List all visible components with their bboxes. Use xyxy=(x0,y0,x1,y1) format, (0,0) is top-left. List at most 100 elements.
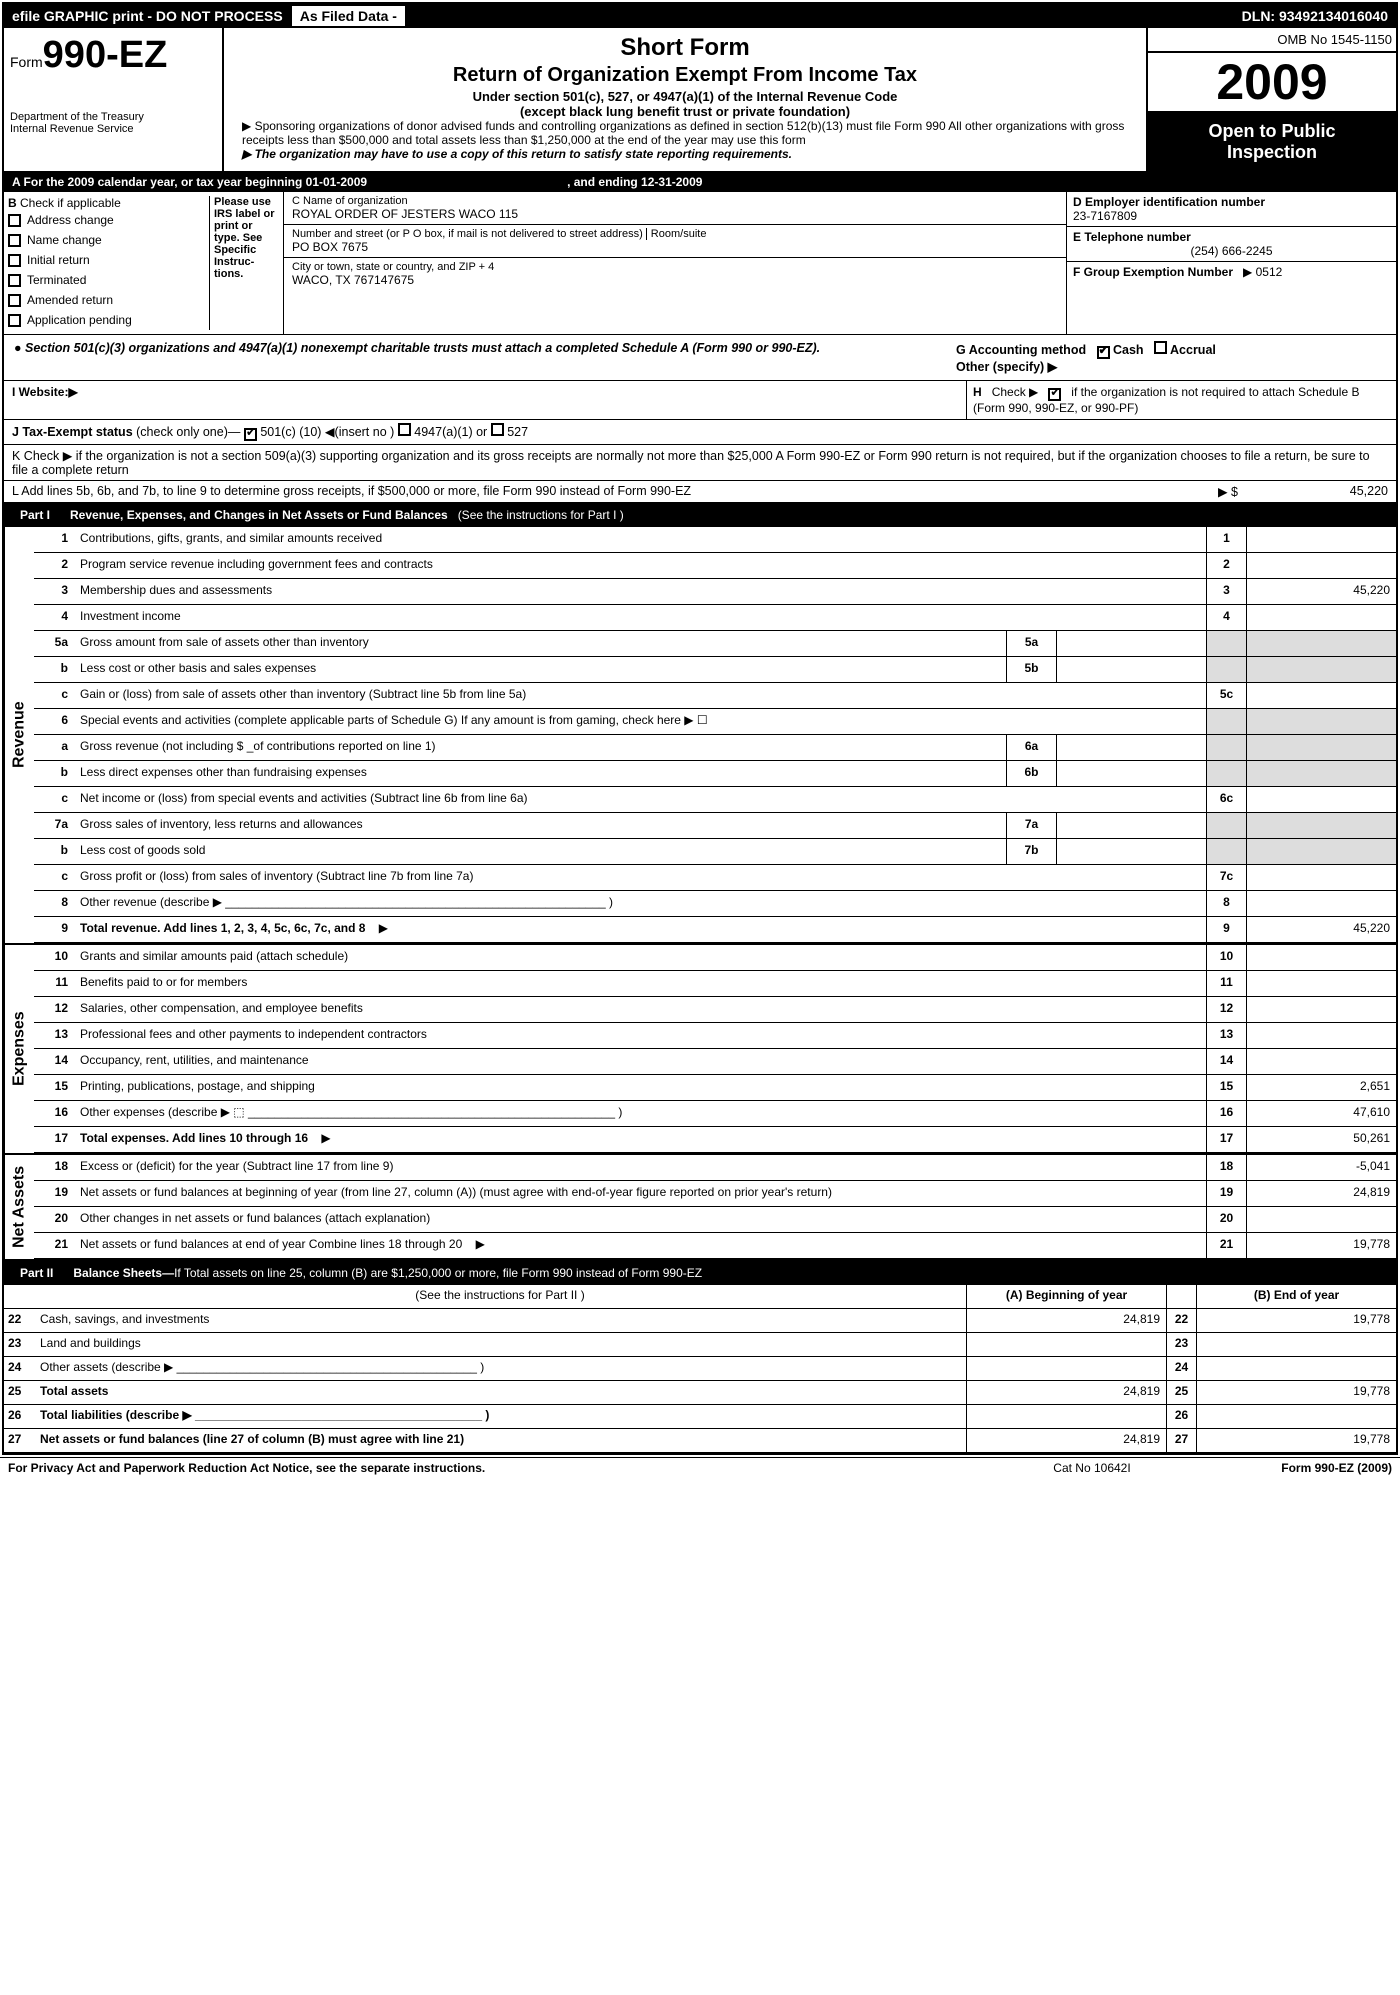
form-line: cNet income or (loss) from special event… xyxy=(34,787,1396,813)
street: PO BOX 7675 xyxy=(292,240,1058,254)
checkbox[interactable] xyxy=(8,214,21,227)
form-line: 16Other expenses (describe ▶ ⬚ _________… xyxy=(34,1101,1396,1127)
j-527-checkbox[interactable] xyxy=(491,423,504,436)
line-k: K Check ▶ if the organization is not a s… xyxy=(4,445,1396,481)
form-line: 12Salaries, other compensation, and empl… xyxy=(34,997,1396,1023)
balance-row: 24Other assets (describe ▶ _____________… xyxy=(4,1357,1396,1381)
form-number: 990-EZ xyxy=(43,34,168,76)
box-def: D Employer identification number 23-7167… xyxy=(1066,192,1396,334)
check-item: Application pending xyxy=(8,310,209,330)
form-line: 19Net assets or fund balances at beginni… xyxy=(34,1181,1396,1207)
form-line: bLess cost or other basis and sales expe… xyxy=(34,657,1396,683)
form-line: 13Professional fees and other payments t… xyxy=(34,1023,1396,1049)
netassets-table: Net Assets 18Excess or (deficit) for the… xyxy=(4,1155,1396,1261)
header-right: OMB No 1545-1150 2009 Open to Public Ins… xyxy=(1146,28,1396,171)
checkbox[interactable] xyxy=(8,274,21,287)
note1: ▶ Sponsoring organizations of donor advi… xyxy=(232,119,1138,147)
form-line: 2Program service revenue including gover… xyxy=(34,553,1396,579)
section-bcdef: B Check if applicable Address changeName… xyxy=(4,192,1396,335)
line-j: J Tax-Exempt status (check only one)— 50… xyxy=(4,420,1396,445)
check-item: Initial return xyxy=(8,250,209,270)
h-checkbox[interactable] xyxy=(1048,388,1061,401)
form-line: 14Occupancy, rent, utilities, and mainte… xyxy=(34,1049,1396,1075)
part1-header: Part I Revenue, Expenses, and Changes in… xyxy=(4,503,1396,527)
form-line: 1Contributions, gifts, grants, and simil… xyxy=(34,527,1396,553)
box-b: B Check if applicable Address changeName… xyxy=(4,192,284,334)
sec501-row: ● Section 501(c)(3) organizations and 49… xyxy=(4,335,1396,381)
accrual-checkbox[interactable] xyxy=(1154,341,1167,354)
form-line: 18Excess or (deficit) for the year (Subt… xyxy=(34,1155,1396,1181)
j-4947-checkbox[interactable] xyxy=(398,423,411,436)
balance-table: (See the instructions for Part II ) (A) … xyxy=(4,1285,1396,1453)
j-501c-checkbox[interactable] xyxy=(244,428,257,441)
phone: (254) 666-2245 xyxy=(1073,244,1390,258)
form-prefix: Form xyxy=(10,54,43,70)
note2: ▶ The organization may have to use a cop… xyxy=(232,147,1138,161)
ein: 23-7167809 xyxy=(1073,209,1390,223)
check-item: Terminated xyxy=(8,270,209,290)
checkbox[interactable] xyxy=(8,294,21,307)
form-line: 21Net assets or fund balances at end of … xyxy=(34,1233,1396,1259)
form-line: 15Printing, publications, postage, and s… xyxy=(34,1075,1396,1101)
revenue-side: Revenue xyxy=(4,527,34,943)
website: I Website:▶ xyxy=(4,381,966,419)
header-center: Short Form Return of Organization Exempt… xyxy=(224,28,1146,171)
header-row: Form990-EZ Department of the Treasury In… xyxy=(4,28,1396,173)
dept1: Department of the Treasury xyxy=(10,77,216,123)
form-line: bLess cost of goods sold7b xyxy=(34,839,1396,865)
open-inspect: Open to Public Inspection xyxy=(1148,113,1396,171)
checkbox[interactable] xyxy=(8,254,21,267)
dln-label: DLN: 93492134016040 xyxy=(1234,4,1396,28)
sub1: Under section 501(c), 527, or 4947(a)(1)… xyxy=(232,89,1138,104)
line-l: L Add lines 5b, 6b, and 7b, to line 9 to… xyxy=(4,481,1396,503)
form-line: 5aGross amount from sale of assets other… xyxy=(34,631,1396,657)
form-line: 10Grants and similar amounts paid (attac… xyxy=(34,945,1396,971)
checkbox[interactable] xyxy=(8,314,21,327)
omb: OMB No 1545-1150 xyxy=(1148,28,1396,53)
box-c: C Name of organization ROYAL ORDER OF JE… xyxy=(284,192,1066,334)
form-line: 20Other changes in net assets or fund ba… xyxy=(34,1207,1396,1233)
form-line: 11Benefits paid to or for members11 xyxy=(34,971,1396,997)
expenses-side: Expenses xyxy=(4,945,34,1153)
check-item: Address change xyxy=(8,210,209,230)
sub2: (except black lung benefit trust or priv… xyxy=(232,104,1138,119)
as-filed-label: As Filed Data - xyxy=(291,5,406,27)
form-line: bLess direct expenses other than fundrai… xyxy=(34,761,1396,787)
short-form: Short Form xyxy=(232,34,1138,62)
form-line: cGain or (loss) from sale of assets othe… xyxy=(34,683,1396,709)
title: Return of Organization Exempt From Incom… xyxy=(232,64,1138,87)
balance-head: (See the instructions for Part II ) (A) … xyxy=(4,1285,1396,1309)
check-item: Name change xyxy=(8,230,209,250)
balance-row: 23Land and buildings23 xyxy=(4,1333,1396,1357)
form-line: 3Membership dues and assessments345,220 xyxy=(34,579,1396,605)
form-line: 9Total revenue. Add lines 1, 2, 3, 4, 5c… xyxy=(34,917,1396,943)
checkbox[interactable] xyxy=(8,234,21,247)
netassets-side: Net Assets xyxy=(4,1155,34,1259)
form-line: 7aGross sales of inventory, less returns… xyxy=(34,813,1396,839)
revenue-table: Revenue 1Contributions, gifts, grants, a… xyxy=(4,527,1396,945)
form-line: 8Other revenue (describe ▶ _____________… xyxy=(34,891,1396,917)
tax-year: 2009 xyxy=(1148,53,1396,113)
balance-row: 25Total assets24,8192519,778 xyxy=(4,1381,1396,1405)
balance-row: 22Cash, savings, and investments24,81922… xyxy=(4,1309,1396,1333)
form-line: 17Total expenses. Add lines 10 through 1… xyxy=(34,1127,1396,1153)
cash-checkbox[interactable] xyxy=(1097,346,1110,359)
part2-header: Part II Balance Sheets—If Total assets o… xyxy=(4,1261,1396,1285)
topbar: efile GRAPHIC print - DO NOT PROCESS As … xyxy=(4,4,1396,28)
city: WACO, TX 767147675 xyxy=(292,273,1058,287)
org-name: ROYAL ORDER OF JESTERS WACO 115 xyxy=(292,207,1058,221)
check-item: Amended return xyxy=(8,290,209,310)
form-line: aGross revenue (not including $ _of cont… xyxy=(34,735,1396,761)
form-line: cGross profit or (loss) from sales of in… xyxy=(34,865,1396,891)
form-line: 4Investment income4 xyxy=(34,605,1396,631)
form-990ez: efile GRAPHIC print - DO NOT PROCESS As … xyxy=(2,2,1398,1455)
header-left: Form990-EZ Department of the Treasury In… xyxy=(4,28,224,171)
expenses-table: Expenses 10Grants and similar amounts pa… xyxy=(4,945,1396,1155)
label-instructions: Please use IRS label or print or type. S… xyxy=(209,196,279,330)
form-line: 6Special events and activities (complete… xyxy=(34,709,1396,735)
section-a: A For the 2009 calendar year, or tax yea… xyxy=(4,173,1396,192)
line-l-value: 45,220 xyxy=(1238,484,1388,499)
website-h-row: I Website:▶ H Check ▶ if the organizatio… xyxy=(4,381,1396,420)
balance-row: 26Total liabilities (describe ▶ ________… xyxy=(4,1405,1396,1429)
balance-row: 27Net assets or fund balances (line 27 o… xyxy=(4,1429,1396,1453)
